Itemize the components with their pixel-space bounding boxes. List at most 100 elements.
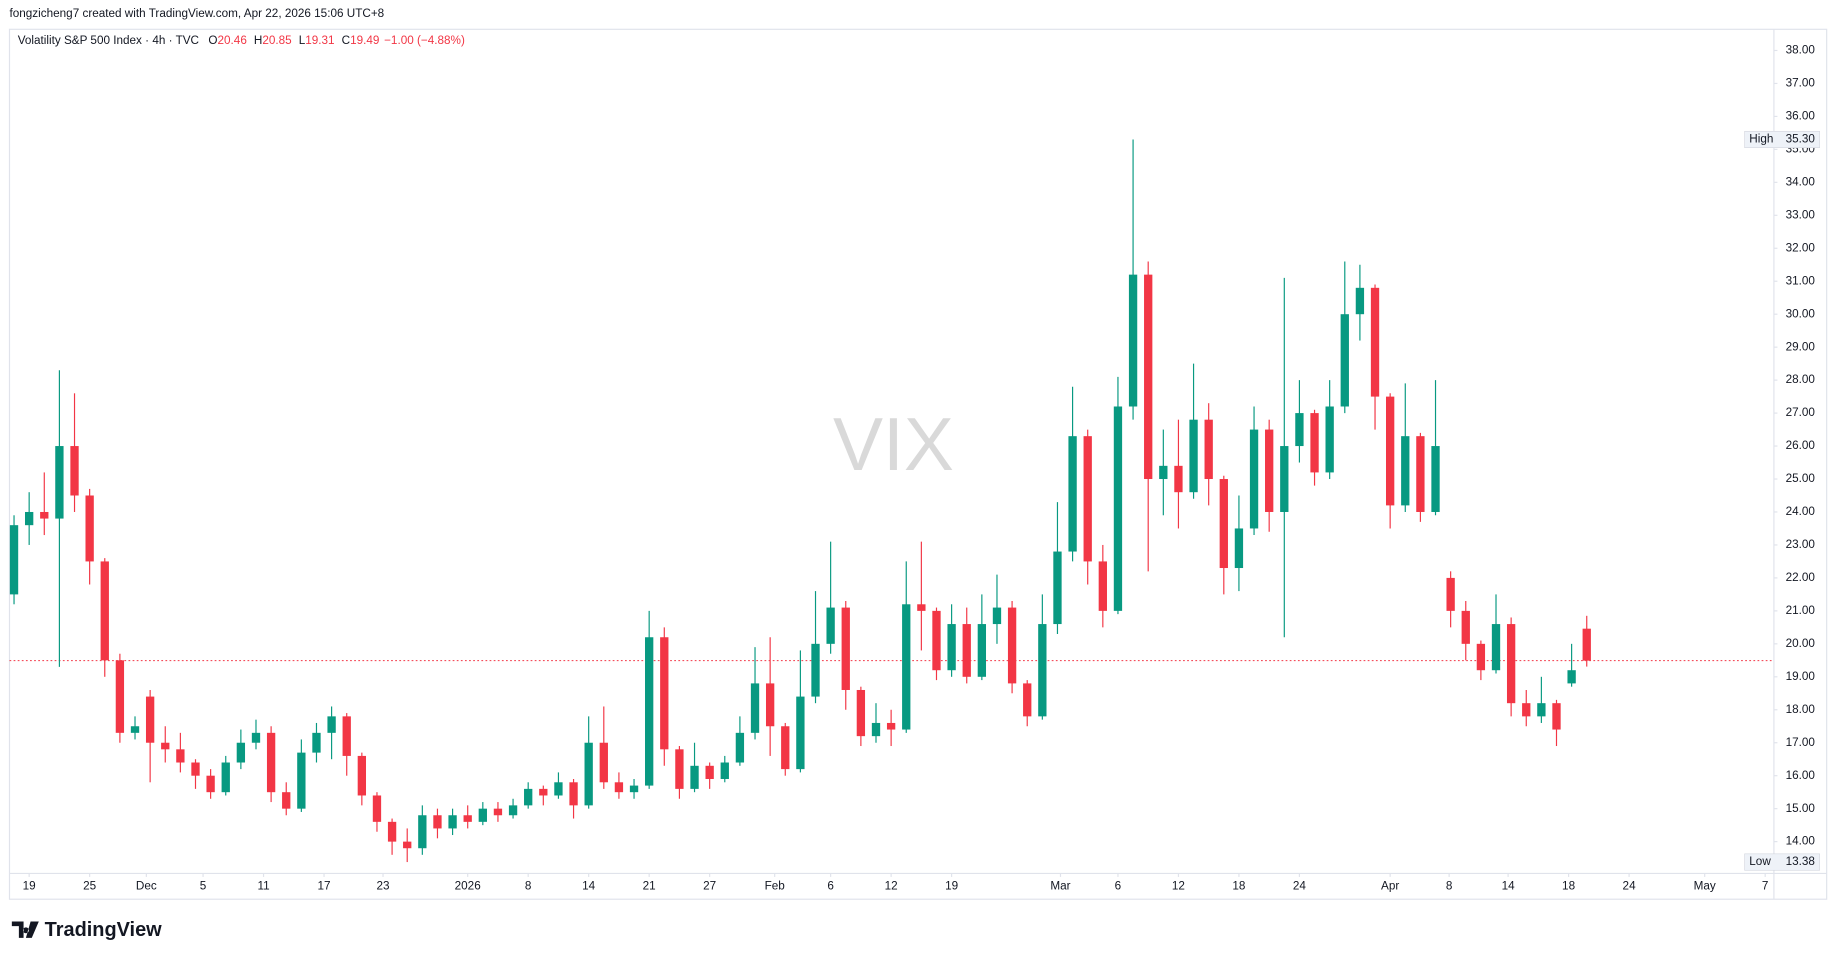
y-tick-label: 26.00 (1786, 439, 1816, 452)
candle-body (569, 782, 578, 806)
candle-body (1522, 703, 1531, 717)
candle-body (100, 561, 109, 661)
y-tick-label: 18.00 (1786, 703, 1816, 716)
candle-body (1340, 314, 1349, 407)
candle-body (357, 755, 367, 796)
candle-body (70, 446, 79, 496)
candle-body (297, 752, 306, 809)
y-tick-label: 17.00 (1786, 736, 1816, 749)
candle-body (1370, 287, 1380, 397)
y-tick-label: 16.00 (1786, 769, 1816, 782)
candle-body (1234, 528, 1244, 569)
legend-value: 20.46 (218, 34, 247, 47)
legend-value: 19.49 (350, 34, 379, 47)
candle-body (493, 808, 503, 816)
candle-body (1355, 287, 1365, 315)
candle-body (251, 732, 261, 743)
candle-body (539, 788, 548, 796)
y-tick-label: 24.00 (1786, 505, 1816, 518)
candle-body (614, 782, 624, 793)
candle-body (1537, 703, 1546, 717)
candle-body (85, 495, 94, 562)
x-tick-label: 6 (827, 879, 834, 892)
candle-body (1189, 419, 1198, 493)
x-tick-label: 6 (1115, 879, 1122, 892)
candle-body (478, 808, 487, 822)
candle-body (1023, 683, 1032, 717)
legend-key: O (208, 34, 217, 47)
x-tick-label: 18 (1232, 879, 1246, 892)
candle-body (282, 792, 291, 809)
candle-body (161, 742, 170, 750)
candle-body (191, 762, 200, 776)
y-tick-label: 37.00 (1786, 77, 1816, 90)
x-tick-label: 17 (318, 879, 331, 892)
logo-icon (11, 921, 39, 938)
candle-body (1265, 429, 1274, 512)
x-tick-label: Feb (765, 879, 786, 892)
candle-body (811, 643, 820, 697)
candle-body (448, 815, 457, 829)
candle-body (1144, 274, 1153, 480)
y-tick-label: 25.00 (1786, 472, 1816, 485)
low-marker-box (1744, 853, 1820, 871)
candle-body (629, 785, 639, 793)
legend-key: C (342, 34, 351, 47)
high-marker-box (1744, 130, 1820, 148)
candle-body (675, 749, 684, 789)
legend-value: 19.31 (305, 34, 334, 47)
candle-body (1038, 624, 1047, 717)
candle-body (917, 604, 926, 611)
candle-body (1325, 406, 1334, 473)
legend-text: Volatility S&P 500 Index · 4h · TVC O20.4… (18, 34, 465, 47)
x-tick-label: 8 (525, 879, 532, 892)
candle-body (750, 683, 760, 733)
header: fongzicheng7 created with TradingView.co… (9, 7, 384, 20)
candle-body (266, 732, 276, 793)
candle-body (660, 637, 669, 750)
candle-body (387, 821, 397, 842)
candle-body (781, 726, 790, 770)
candle-body (221, 762, 230, 793)
candle-body (1174, 465, 1183, 493)
y-tick-label: 31.00 (1786, 274, 1816, 287)
candle-body (932, 610, 941, 671)
candle-body (1582, 628, 1591, 661)
x-tick-label: Dec (136, 879, 157, 892)
candle-body (1113, 406, 1123, 611)
candle-body (1506, 624, 1516, 704)
legend-key: L (299, 34, 306, 47)
y-tick-label: 20.00 (1786, 637, 1816, 650)
x-tick-label: 11 (257, 879, 269, 892)
candle-body (1401, 436, 1410, 506)
y-tick-label: 38.00 (1786, 44, 1816, 57)
x-tick-label: 12 (1172, 879, 1185, 892)
footer-logo: TradingView (11, 919, 162, 941)
candle-body (9, 525, 19, 595)
candle-body (962, 624, 971, 677)
candle-body (690, 765, 699, 789)
high-marker-label: 35.30 (1786, 133, 1816, 146)
x-tick-label: 19 (945, 879, 958, 892)
candle-body (1083, 436, 1092, 562)
y-tick-label: 19.00 (1786, 670, 1816, 683)
x-tick-label: 21 (643, 879, 656, 892)
chart-frame (8, 28, 1828, 900)
x-tick-label: May (1694, 879, 1716, 892)
candle-body (1068, 436, 1077, 552)
candle-body (1476, 643, 1486, 671)
candle-body (1416, 436, 1425, 512)
y-tick-label: 28.00 (1786, 373, 1816, 386)
x-tick-label: 19 (23, 879, 36, 892)
candle-body (735, 732, 745, 763)
candle-body (1007, 607, 1017, 684)
candle-body (312, 732, 321, 753)
candle-body (1446, 577, 1455, 611)
candle-body (902, 604, 911, 730)
candle-body (55, 446, 64, 519)
candle-body (24, 511, 34, 526)
candle-body (841, 607, 850, 690)
